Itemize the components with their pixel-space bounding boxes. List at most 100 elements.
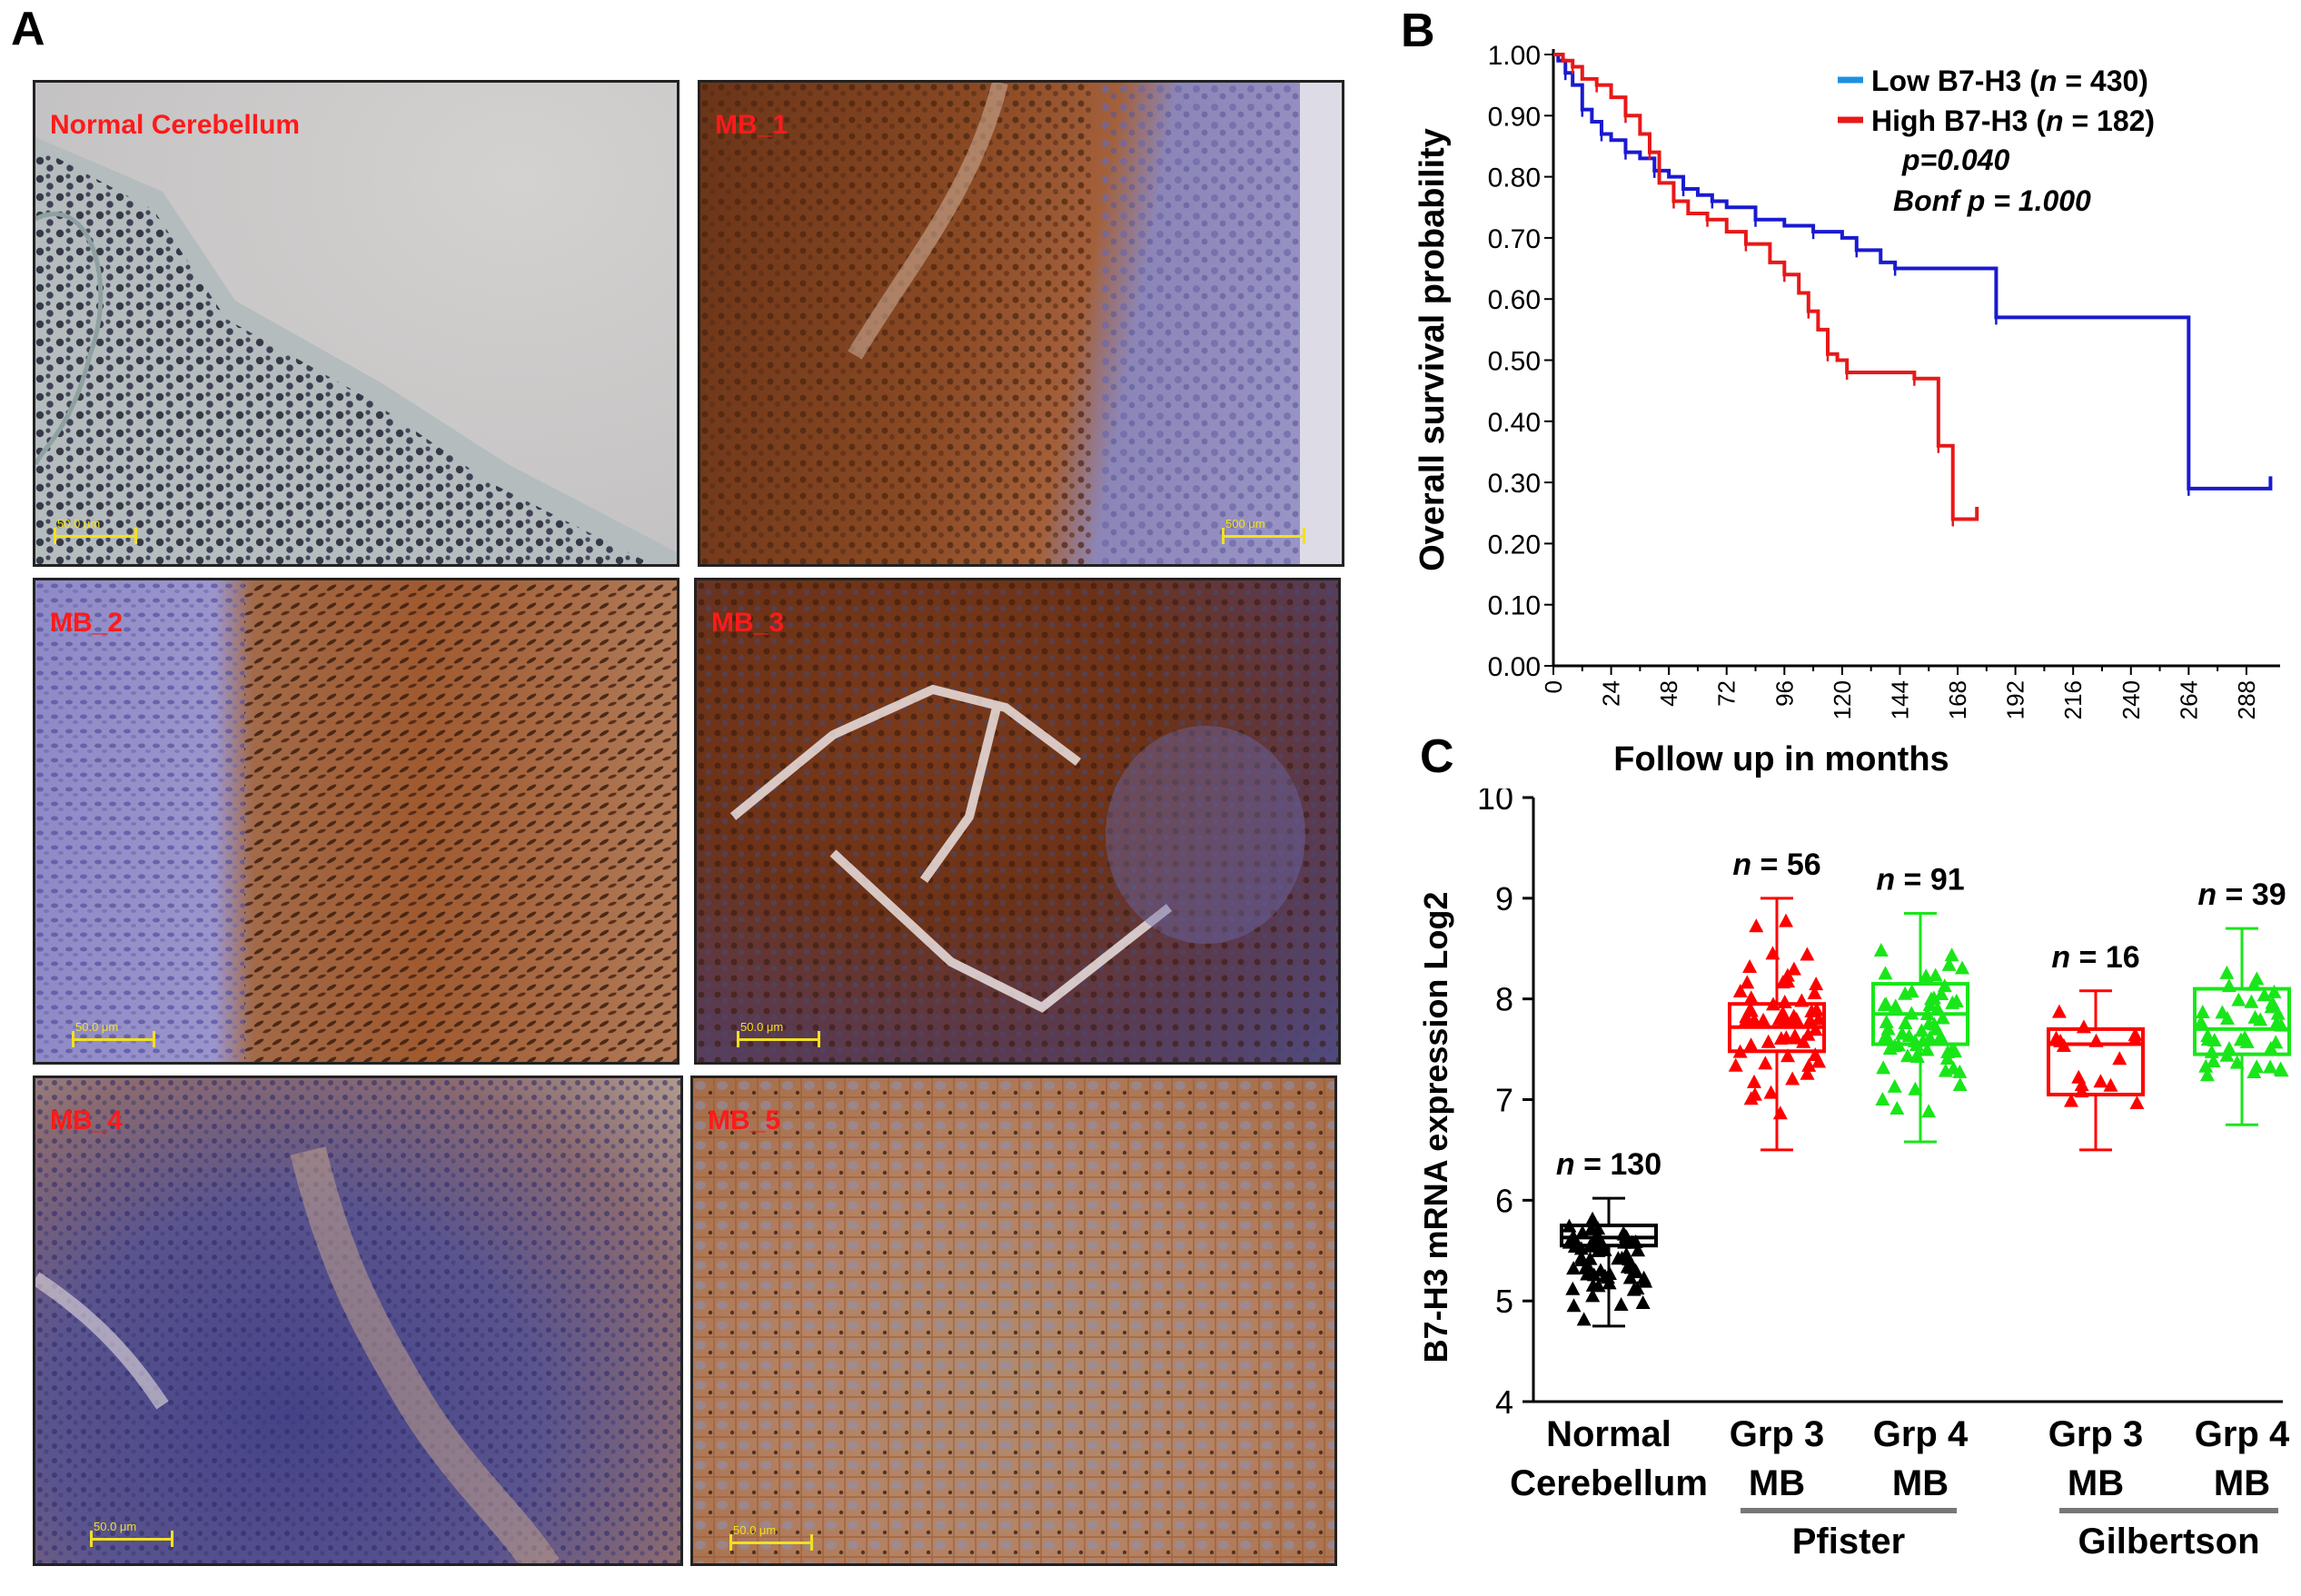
box-data-point — [1875, 1092, 1890, 1106]
box-data-point — [1882, 1041, 1898, 1056]
scale-bar-text: 50.0 μm — [740, 1020, 784, 1034]
box-data-point — [1728, 1057, 1743, 1072]
box-data-point — [1801, 1057, 1817, 1072]
box-data-point — [2088, 1033, 2104, 1047]
km-x-tick-label: 264 — [2175, 680, 2202, 719]
box-data-point — [1566, 1261, 1582, 1275]
km-x-axis-title: Follow up in months — [1613, 740, 1949, 778]
km-x-tick-label: 288 — [2233, 680, 2260, 719]
box-data-point — [2246, 1065, 2262, 1079]
box-data-point — [1908, 1081, 1923, 1095]
km-x-tick-label: 144 — [1886, 680, 1913, 719]
box-data-point — [1898, 986, 1913, 1000]
panel-b-letter: B — [1401, 5, 1435, 57]
box-data-point — [2071, 1069, 2087, 1084]
km-legend: Low B7-H3 (n = 430) High B7-H3 (n = 182)… — [1838, 64, 2155, 217]
box-data-point — [1933, 1028, 1949, 1043]
box-iqr — [2047, 1026, 2145, 1096]
box-y-tick-label: 8 — [1495, 981, 1513, 1018]
legend-label-low: Low B7-H3 (n = 430) — [1871, 64, 2148, 97]
box-data-point — [1742, 958, 1758, 973]
box-data-point — [1926, 990, 1941, 1005]
box-data-point — [1611, 1251, 1626, 1265]
box-y-tick-label: 6 — [1495, 1182, 1513, 1219]
box-data-point — [2270, 1006, 2286, 1020]
box-data-point — [2274, 1063, 2289, 1077]
box-data-point — [1631, 1243, 1646, 1257]
box-data-point — [1922, 1030, 1938, 1045]
box-data-point — [2200, 1028, 2216, 1043]
box-data-point — [1578, 1260, 1593, 1274]
box-data-point — [2093, 1074, 2108, 1088]
box-data-point — [2221, 978, 2237, 993]
box-x-label-line1: Grp 3 — [2048, 1414, 2143, 1454]
scale-bar: 50.0 μm — [72, 1020, 155, 1047]
tissue-texture — [35, 137, 677, 564]
box-data-point — [2076, 1019, 2091, 1034]
box-data-point — [1945, 995, 1960, 1009]
box-data-point — [1638, 1274, 1653, 1288]
micrograph-label: Normal Cerebellum — [50, 110, 301, 140]
box-x-label-line1: Grp 3 — [1730, 1414, 1824, 1454]
box-data-point — [1576, 1312, 1592, 1326]
box-group-0: n = 130 — [1556, 1147, 1661, 1328]
box-data-point — [1732, 1044, 1748, 1058]
tissue-texture — [693, 1078, 1334, 1563]
box-data-point — [1919, 1042, 1935, 1056]
box-data-point — [1927, 1016, 1942, 1031]
box-data-point — [1786, 961, 1801, 976]
box-data-point — [1887, 1078, 1902, 1093]
box-data-point — [1800, 1066, 1815, 1080]
box-data-point — [2265, 995, 2280, 1009]
box-y-tick-label: 7 — [1495, 1082, 1513, 1119]
box-data-point — [1743, 1037, 1759, 1052]
box-data-point — [1879, 1014, 1894, 1028]
km-y-tick-label: 0.40 — [1488, 408, 1541, 438]
box-x-label-line1: Normal — [1546, 1414, 1671, 1454]
km-y-tick-label: 0.80 — [1488, 164, 1541, 193]
box-data-point — [1779, 1030, 1794, 1045]
scale-bar: 50.0 μm — [737, 1020, 820, 1047]
box-data-point — [1739, 1009, 1754, 1024]
box-data-point — [1904, 1006, 1919, 1020]
box-data-point — [1808, 1022, 1823, 1036]
box-data-point — [2204, 1044, 2219, 1058]
box-data-point — [1890, 1037, 1906, 1052]
box-data-point — [1952, 1077, 1968, 1092]
box-data-point — [1592, 1231, 1607, 1245]
box-data-point — [1811, 1054, 1827, 1068]
scale-bar: 500 μm — [1222, 517, 1305, 544]
box-x-label-line2: MB — [1749, 1463, 1805, 1503]
panel-a-letter: A — [11, 3, 45, 55]
box-x-label-line2: Cerebellum — [1510, 1463, 1708, 1503]
box-data-point — [1800, 947, 1815, 961]
box-data-point — [1613, 1296, 1629, 1311]
tissue-texture — [35, 580, 677, 1062]
box-data-point — [1878, 966, 1893, 980]
legend-label-high: High B7-H3 (n = 182) — [1871, 104, 2155, 137]
box-data-point — [1794, 993, 1810, 1007]
box-data-point — [2268, 1035, 2284, 1049]
box-data-point — [1785, 1071, 1800, 1085]
box-y-tick-label: 9 — [1495, 880, 1513, 917]
box-data-point — [2263, 1059, 2278, 1074]
box-data-point — [1919, 1006, 1935, 1021]
dataset-label: Pfister — [1792, 1522, 1906, 1561]
box-groups: n = 130 n = 56 n = 91 n = 16 n = 39 — [1556, 848, 2291, 1328]
scale-bar: 50.0 μm — [729, 1523, 813, 1551]
box-data-point — [1928, 967, 1943, 982]
box-data-point — [2231, 992, 2246, 1006]
box-data-point — [1796, 1034, 1811, 1048]
box-data-point — [1583, 1221, 1599, 1235]
box-data-point — [1585, 1288, 1601, 1303]
box-iqr — [2193, 986, 2291, 1056]
box-y-tick-label: 10 — [1477, 788, 1513, 817]
km-y-tick-label: 0.70 — [1488, 224, 1541, 254]
micrograph-label: MB_4 — [50, 1105, 124, 1135]
box-data-point — [1941, 957, 1957, 971]
km-y-tick-label: 1.00 — [1488, 41, 1541, 71]
box-data-point — [1585, 1211, 1601, 1225]
box-data-point — [1909, 1037, 1924, 1052]
box-data-point — [1749, 918, 1764, 933]
box-data-point — [1617, 1234, 1632, 1249]
